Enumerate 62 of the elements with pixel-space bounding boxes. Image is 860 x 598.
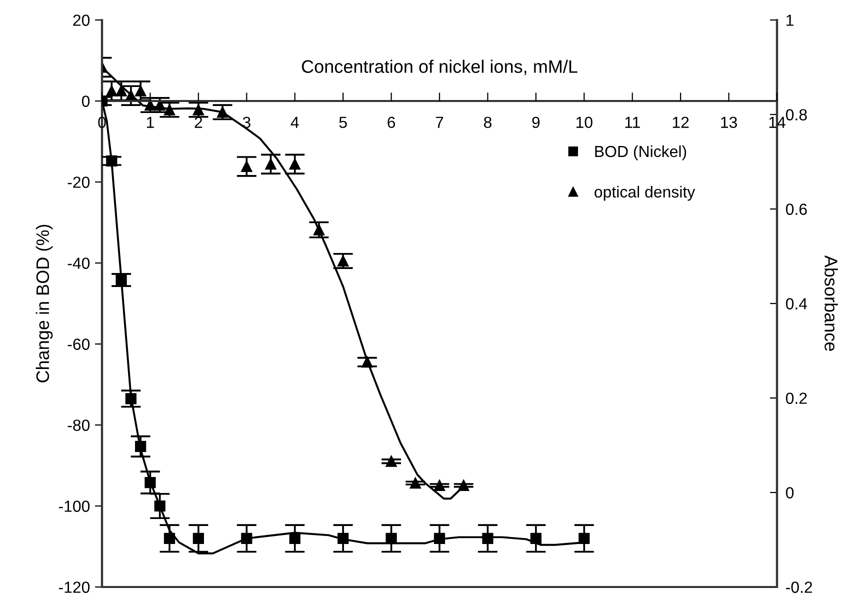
point: [313, 224, 325, 236]
x-axis-title: Concentration of nickel ions, mM/L: [302, 60, 578, 76]
point: [530, 532, 542, 544]
point: [338, 255, 349, 267]
y-tick-label: -20: [68, 176, 90, 188]
x-tick-label: 13: [721, 116, 737, 128]
x-tick-label: 5: [339, 116, 347, 128]
point: [135, 85, 146, 96]
point: [434, 480, 446, 491]
point: [410, 477, 421, 489]
x-tick-label: 8: [484, 116, 492, 128]
x-tick-label: 7: [436, 116, 444, 128]
point: [434, 532, 446, 544]
point: [289, 532, 300, 544]
point: [362, 356, 373, 368]
point: [265, 158, 276, 170]
y2-tick-label: 0: [786, 487, 794, 498]
x-tick-label: 11: [625, 116, 640, 128]
y2-tick-label: 0.8: [786, 109, 807, 120]
y-axis-title: Change in BOD (%): [36, 224, 53, 382]
point: [192, 532, 204, 544]
point: [386, 456, 397, 467]
point: [144, 476, 156, 488]
point: [241, 160, 252, 172]
y-tick-label: -60: [68, 338, 90, 350]
point: [106, 155, 118, 166]
point: [241, 532, 252, 544]
x-tick-label: 1: [146, 116, 154, 128]
x-tick-label: 6: [388, 116, 396, 128]
point: [289, 158, 300, 170]
y-tick-label: 20: [73, 14, 90, 26]
legend-label: optical density: [594, 186, 696, 201]
y2-tick-label: 0.2: [786, 392, 807, 404]
y-tick-label: -100: [58, 500, 90, 512]
y-tick-label: -80: [68, 420, 90, 431]
point: [482, 532, 494, 544]
y2-tick-label: 0.4: [786, 298, 808, 310]
y2-tick-label: 0.6: [786, 204, 807, 215]
point: [216, 106, 228, 118]
x-tick-label: 10: [576, 116, 592, 128]
point: [578, 532, 590, 544]
point: [116, 274, 127, 286]
point: [386, 532, 397, 544]
y-tick-label: -40: [68, 258, 90, 269]
y-tick-label: -120: [58, 582, 90, 593]
legend-label: BOD (Nickel): [595, 145, 686, 160]
point: [164, 532, 176, 544]
y2-tick-label: 1: [786, 14, 794, 26]
point: [164, 104, 176, 116]
point: [106, 85, 118, 96]
point: [338, 532, 349, 544]
point: [154, 500, 166, 512]
x-tick-label: 12: [672, 116, 689, 128]
x-tick-label: 9: [532, 116, 540, 128]
point: [458, 480, 470, 491]
point: [116, 85, 127, 96]
x-tick-label: 4: [290, 116, 299, 128]
y2-axis-title: Absorbance: [824, 255, 838, 351]
y-tick-label: 0: [82, 96, 90, 107]
point: [135, 440, 146, 452]
y2-tick-label: -0.2: [786, 582, 812, 593]
point: [125, 393, 136, 404]
